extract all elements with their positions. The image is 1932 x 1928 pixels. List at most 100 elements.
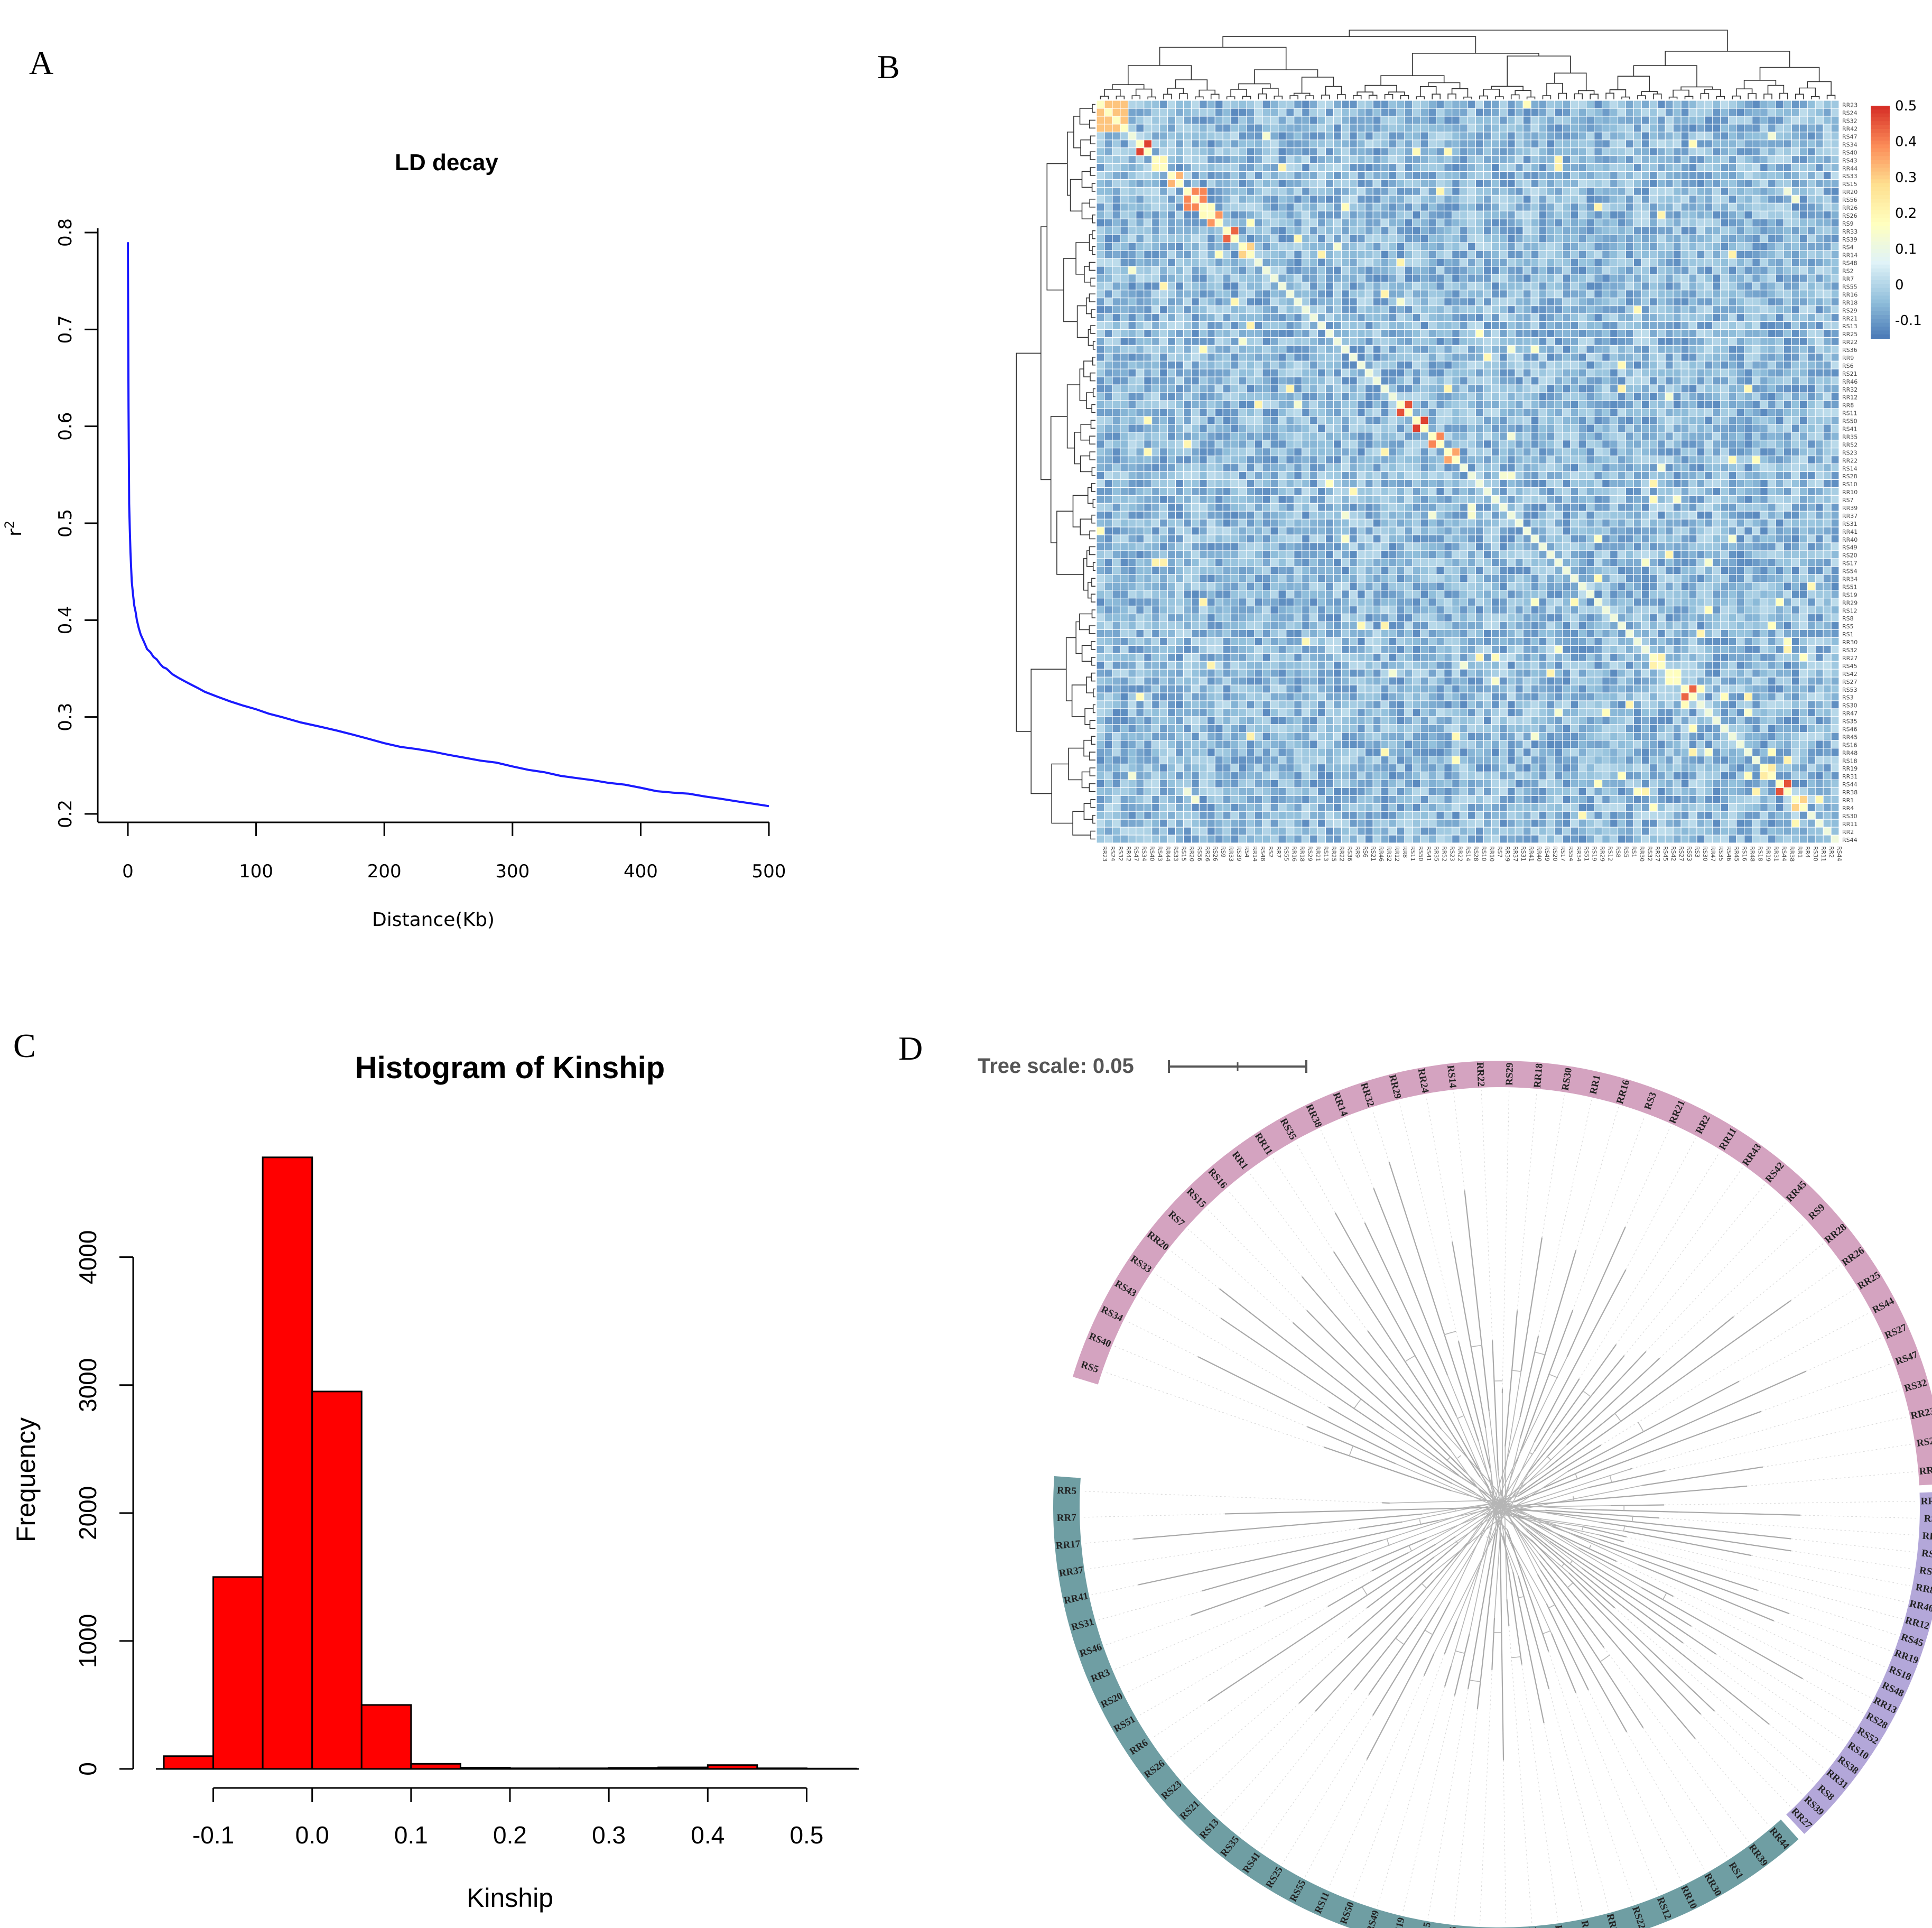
heatmap-cell [1823,464,1831,471]
heatmap-cell [1721,440,1729,448]
heatmap-cell [1776,180,1784,187]
heatmap-cell [1278,416,1286,424]
heatmap-cell [1349,235,1357,243]
heatmap-cell [1341,298,1349,306]
heatmap-cell [1349,345,1357,353]
heatmap-cell [1168,148,1175,156]
heatmap-cell [1657,322,1665,329]
heatmap-cell [1744,227,1752,235]
heatmap-cell [1168,416,1175,424]
heatmap-cell [1278,298,1286,306]
heatmap-cell [1586,108,1594,116]
heatmap-cell [1128,353,1136,361]
heatmap-cell [1215,100,1223,108]
heatmap-cell [1539,124,1547,132]
heatmap-cell [1128,266,1136,274]
heatmap-cell [1365,393,1373,401]
heatmap-cell [1641,322,1649,329]
heatmap-cell [1586,282,1594,290]
heatmap-cell [1341,448,1349,456]
heatmap-cell [1389,345,1397,353]
heatmap-cell [1097,440,1104,448]
heatmap-cell [1381,124,1389,132]
dendrogram-link [1050,416,1067,543]
heatmap-cell [1318,164,1325,171]
heatmap-cell [1673,377,1681,385]
heatmap-cell [1752,330,1760,337]
heatmap-cell [1097,258,1104,266]
heatmap-cell [1523,156,1531,163]
heatmap-cell [1531,195,1539,203]
heatmap-cell [1097,345,1104,353]
heatmap-cell [1239,274,1247,282]
heatmap-cell [1286,188,1294,195]
heatmap-cell [1531,424,1539,432]
heatmap-cell [1499,456,1507,464]
heatmap-cell [1294,251,1302,258]
heatmap-cell [1547,235,1555,243]
heatmap-cell [1104,227,1112,235]
heatmap-cell [1815,322,1823,329]
heatmap-cell [1349,369,1357,377]
heatmap-cell [1294,338,1302,345]
dendrogram-link [1089,119,1095,129]
heatmap-cell [1776,353,1784,361]
heatmap-cell [1507,385,1515,393]
heatmap-cell [1112,251,1120,258]
heatmap-cell [1452,369,1460,377]
heatmap-cell [1721,282,1729,290]
heatmap-cell [1428,322,1436,329]
heatmap-cell [1744,464,1752,471]
heatmap-cell [1799,306,1807,313]
heatmap-cell [1610,306,1618,313]
heatmap-cell [1207,472,1215,479]
heatmap-cell [1452,282,1460,290]
heatmap-cell [1413,377,1420,385]
heatmap-cell [1286,156,1294,163]
heatmap-cell [1160,124,1167,132]
heatmap-cell [1278,266,1286,274]
heatmap-cell [1555,108,1563,116]
heatmap-cell [1104,180,1112,187]
heatmap-cell [1483,353,1491,361]
heatmap-cell [1515,227,1523,235]
heatmap-cell [1152,282,1159,290]
heatmap-cell [1665,108,1673,116]
heatmap-cell [1104,100,1112,108]
heatmap-cell [1515,314,1523,321]
heatmap-cell [1191,282,1199,290]
heatmap-cell [1247,456,1255,464]
heatmap-cell [1673,100,1681,108]
heatmap-cell [1144,227,1152,235]
heatmap-cell [1215,258,1223,266]
heatmap-cell [1112,203,1120,211]
heatmap-cell [1515,108,1523,116]
heatmap-cell [1618,188,1626,195]
dendrogram-link [1092,230,1095,239]
heatmap-cell [1310,148,1317,156]
heatmap-cell [1191,227,1199,235]
heatmap-cell [1610,401,1618,409]
heatmap-cell [1555,377,1563,385]
heatmap-cell [1128,211,1136,219]
heatmap-cell [1239,369,1247,377]
heatmap-cell [1784,235,1791,243]
heatmap-cell [1760,290,1768,298]
heatmap-cell [1389,274,1397,282]
heatmap-cell [1791,464,1799,471]
heatmap-cell [1160,251,1167,258]
heatmap-cell [1776,164,1784,171]
heatmap-cell [1460,487,1467,495]
heatmap-cell [1539,298,1547,306]
heatmap-cell [1468,116,1475,124]
heatmap-cell [1547,377,1555,385]
heatmap-cell [1381,416,1389,424]
heatmap-cell [1191,180,1199,187]
heatmap-cell [1452,243,1460,251]
heatmap-cell [1499,448,1507,456]
heatmap-cell [1104,424,1112,432]
heatmap-cell [1649,314,1657,321]
heatmap-cell [1649,195,1657,203]
heatmap-cell [1483,258,1491,266]
